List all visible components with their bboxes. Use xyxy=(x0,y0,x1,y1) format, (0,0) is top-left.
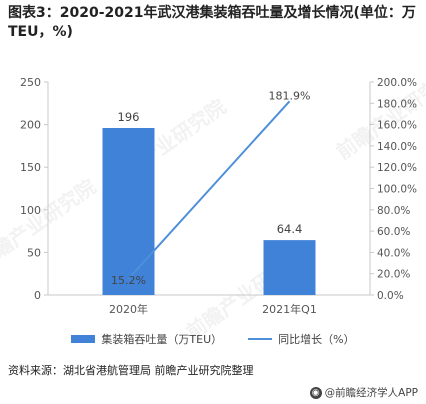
credit-text: @前瞻经济学人APP xyxy=(324,387,418,399)
y-left-tick-label: 50 xyxy=(27,246,41,259)
y-right-tick-label: 0.0% xyxy=(377,290,404,302)
watermark-text: 前瞻产业研究院 xyxy=(0,174,100,274)
line-value-label: 15.2% xyxy=(111,274,146,287)
source-note: 资料来源：湖北省港航管理局 前瞻产业研究院整理 xyxy=(8,364,254,377)
bar xyxy=(263,240,316,295)
legend-label-bar: 集装箱吞吐量（万TEU） xyxy=(101,333,223,346)
legend: 集装箱吞吐量（万TEU） 同比增长（%） xyxy=(0,330,426,348)
legend-item-bar: 集装箱吞吐量（万TEU） xyxy=(71,331,222,347)
y-right-tick-label: 20.0% xyxy=(377,269,410,281)
credit: ◉ @前瞻经济学人APP xyxy=(309,385,418,400)
y-left-tick-label: 200 xyxy=(20,119,41,132)
growth-line xyxy=(127,100,291,280)
bar-value-label: 64.4 xyxy=(277,222,303,236)
legend-item-line: 同比增长（%） xyxy=(248,331,355,347)
x-tick-label: 2020年 xyxy=(109,302,148,316)
y-right-tick-label: 40.0% xyxy=(377,247,410,259)
line-value-label: 181.9% xyxy=(269,89,311,102)
y-right-tick-label: 100.0% xyxy=(377,184,417,196)
legend-label-line: 同比增长（%） xyxy=(278,333,355,346)
y-right-tick-label: 60.0% xyxy=(377,226,410,238)
y-right-tick-label: 180.0% xyxy=(377,98,417,110)
x-tick-label: 2021年Q1 xyxy=(262,302,317,316)
y-left-tick-label: 0 xyxy=(34,289,41,302)
logo-icon: ◉ xyxy=(309,386,322,399)
y-left-tick-label: 150 xyxy=(20,161,41,174)
legend-swatch-bar xyxy=(71,335,96,343)
y-right-tick-label: 200.0% xyxy=(377,77,417,89)
y-right-tick-label: 120.0% xyxy=(377,162,417,174)
chart-title: 图表3：2020-2021年武汉港集装箱吞吐量及增长情况(单位：万TEU，%) xyxy=(8,5,416,40)
y-left-tick-label: 100 xyxy=(20,204,41,217)
y-right-tick-label: 140.0% xyxy=(377,141,417,153)
y-right-tick-label: 80.0% xyxy=(377,205,410,217)
bar xyxy=(102,128,155,295)
y-left-tick-label: 250 xyxy=(20,76,41,89)
y-right-tick-label: 160.0% xyxy=(377,120,417,132)
bar-value-label: 196 xyxy=(118,110,140,124)
legend-swatch-line xyxy=(248,338,273,340)
